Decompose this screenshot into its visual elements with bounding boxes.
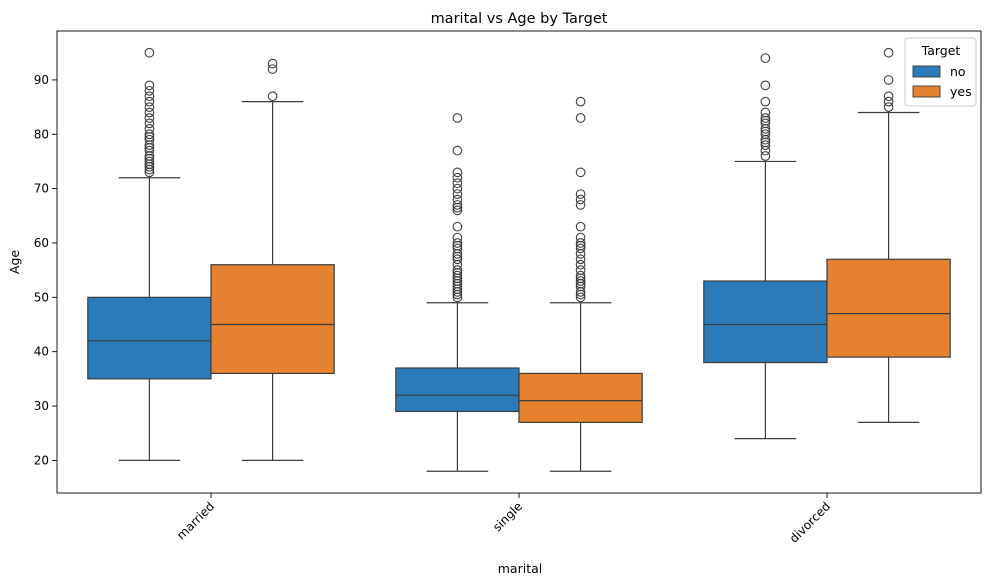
outlier-point	[452, 194, 463, 205]
outlier-point	[760, 113, 771, 123]
outlier-point	[575, 238, 586, 248]
iqr-box	[395, 367, 520, 413]
outlier-point	[575, 276, 586, 286]
outlier-point	[760, 140, 771, 150]
outlier-point	[452, 113, 463, 123]
outlier-point	[452, 243, 463, 254]
outlier-point	[144, 47, 155, 58]
outlier-point	[760, 151, 771, 161]
outlier-point	[883, 96, 894, 107]
box-no-divorced	[703, 53, 828, 440]
outlier-point	[760, 118, 771, 129]
x-axis-label: marital	[498, 561, 542, 576]
outlier-point	[144, 91, 155, 102]
box-yes-married	[210, 58, 335, 461]
outlier-point	[575, 265, 586, 276]
outlier-point	[575, 232, 586, 243]
outlier-point	[575, 221, 586, 232]
y-tick-label: 40	[34, 345, 49, 359]
legend-swatch-yes	[912, 85, 941, 98]
outlier-point	[760, 96, 771, 107]
iqr-box	[703, 280, 828, 364]
outlier-point	[575, 194, 586, 205]
outlier-point	[883, 102, 894, 112]
legend: Target no yes	[904, 37, 977, 107]
outlier-point	[144, 123, 155, 134]
iqr-box	[518, 372, 643, 423]
outlier-point	[575, 167, 586, 178]
iqr-box	[826, 258, 951, 358]
outlier-point	[575, 189, 586, 199]
outlier-point	[883, 91, 894, 102]
y-tick-label: 90	[34, 73, 49, 87]
outlier-point	[144, 80, 155, 91]
outlier-point	[452, 172, 463, 183]
y-tick-label: 30	[34, 399, 49, 413]
outlier-point	[267, 64, 278, 74]
outlier-point	[452, 145, 463, 156]
outlier-point	[575, 292, 586, 303]
outlier-point	[144, 107, 155, 118]
outlier-point	[452, 200, 463, 210]
outlier-point	[575, 243, 586, 254]
outlier-point	[452, 167, 463, 178]
outlier-point	[575, 270, 586, 281]
outlier-point	[144, 156, 155, 167]
outlier-point	[452, 265, 463, 276]
outlier-point	[144, 129, 155, 140]
outlier-point	[452, 178, 463, 189]
legend-label-no: no	[950, 64, 966, 79]
legend-swatch-no	[912, 65, 941, 78]
outlier-point	[452, 270, 463, 281]
boxes-layer	[87, 47, 951, 472]
x-tick-label: single	[490, 499, 525, 534]
outlier-point	[144, 85, 155, 96]
outlier-point	[452, 232, 463, 243]
outlier-point	[760, 80, 771, 91]
y-tick-label: 50	[34, 290, 49, 304]
outlier-point	[144, 145, 155, 156]
outlier-point	[760, 53, 771, 64]
outlier-point	[452, 221, 463, 232]
outlier-point	[452, 189, 463, 199]
y-tick-label: 70	[34, 182, 49, 196]
iqr-box	[210, 264, 335, 375]
outlier-point	[267, 58, 278, 69]
x-tick-label: married	[174, 499, 217, 542]
y-tick-label: 20	[34, 453, 49, 467]
outlier-point	[883, 47, 894, 58]
outlier-point	[452, 238, 463, 248]
legend-title: Target	[921, 43, 961, 58]
outlier-point	[452, 183, 463, 194]
y-axis-label: Age	[7, 250, 22, 274]
outlier-point	[144, 134, 155, 145]
y-tick-label: 60	[34, 236, 49, 250]
box-yes-single	[518, 96, 643, 472]
box-yes-divorced	[826, 47, 951, 423]
outlier-point	[144, 96, 155, 107]
x-axis: married single divorced	[174, 493, 833, 546]
chart-title: marital vs Age by Target	[431, 11, 608, 27]
outlier-point	[267, 91, 278, 102]
outlier-point	[575, 259, 586, 270]
outlier-point	[575, 113, 586, 123]
x-tick-label: divorced	[787, 499, 833, 545]
outlier-point	[144, 102, 155, 112]
outlier-point	[144, 118, 155, 129]
outlier-point	[144, 113, 155, 123]
outlier-point	[760, 129, 771, 140]
outlier-point	[883, 75, 894, 85]
box-no-single	[395, 113, 520, 472]
legend-label-yes: yes	[950, 84, 972, 99]
outlier-point	[575, 200, 586, 210]
outlier-point	[452, 205, 463, 216]
iqr-box	[87, 296, 212, 380]
outlier-point	[575, 254, 586, 265]
outlier-point	[452, 254, 463, 265]
outlier-point	[575, 96, 586, 107]
y-tick-label: 80	[34, 127, 49, 141]
outlier-point	[760, 107, 771, 118]
y-axis: 20 30 40 50 60 70 80 90	[34, 73, 57, 467]
